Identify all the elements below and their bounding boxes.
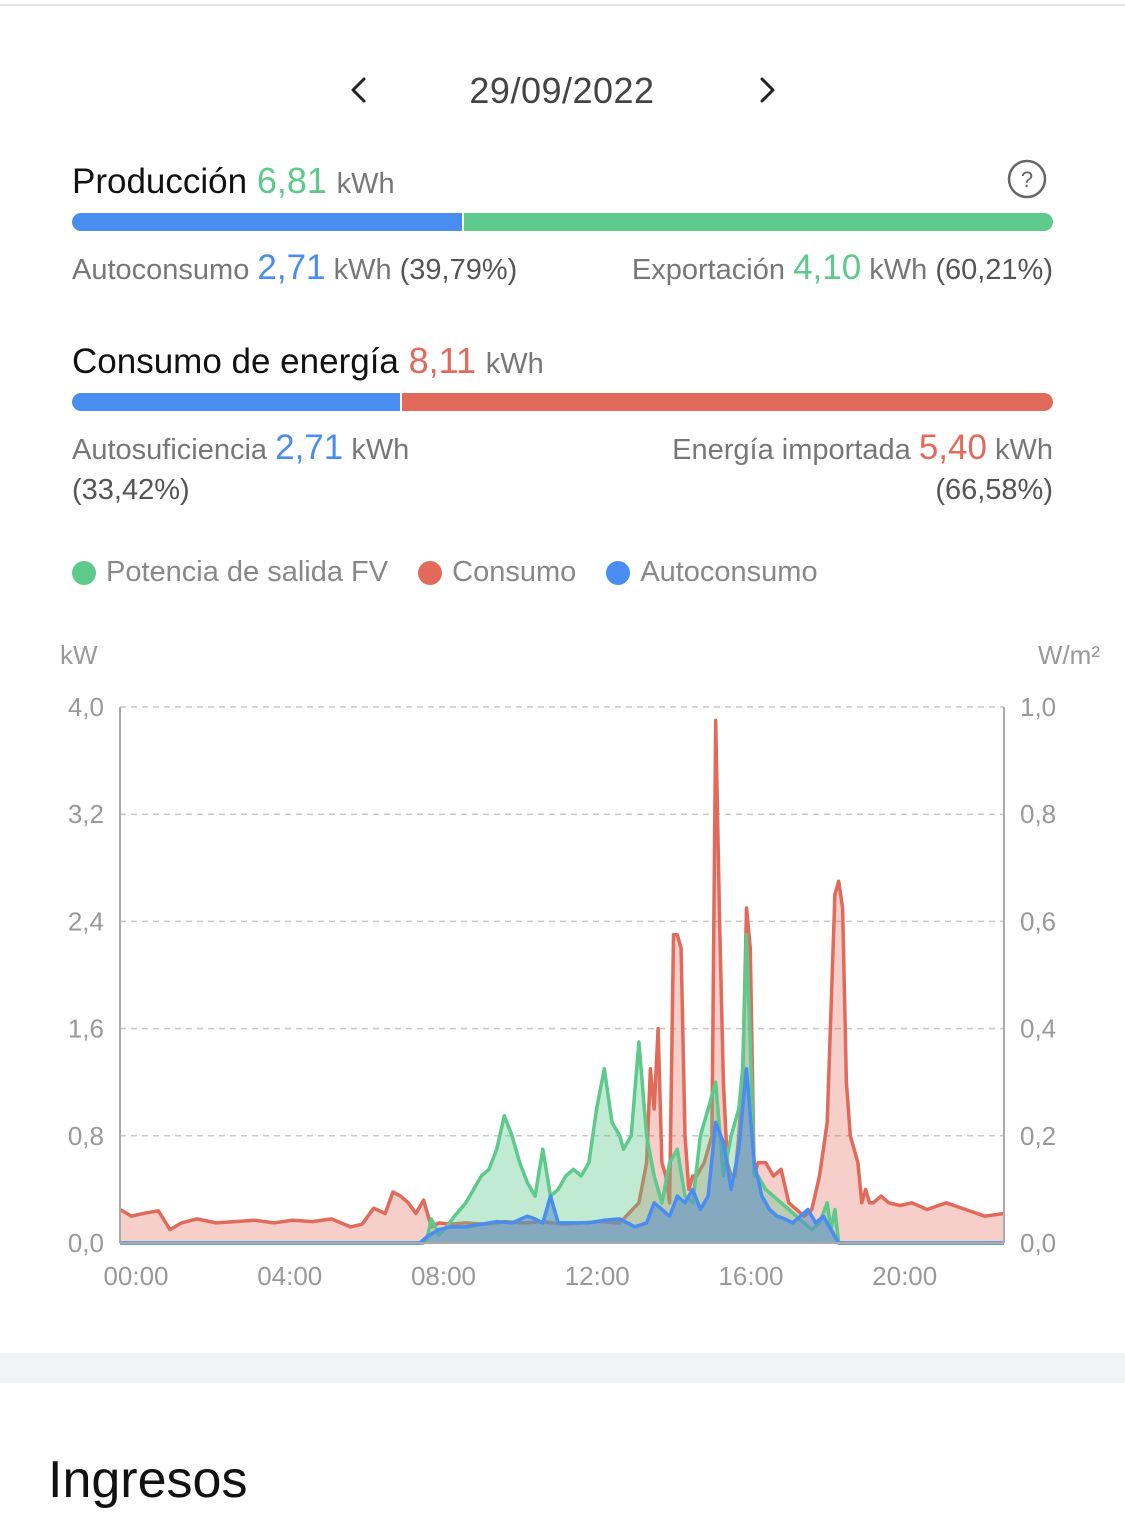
series-line-consumo: [119, 718, 1005, 1232]
legend-item-consumo[interactable]: Consumo: [418, 556, 576, 589]
chart-series: [119, 718, 1005, 1245]
importada-value: 5,40: [918, 428, 987, 467]
autosuficiencia-label: Autosuficiencia: [72, 434, 268, 466]
legend-item-autoconsumo[interactable]: Autoconsumo: [606, 556, 818, 589]
svg-text:?: ?: [1021, 167, 1033, 192]
exportacion-unit: kWh: [869, 254, 928, 286]
autosuficiencia-value: 2,71: [275, 428, 344, 467]
y2-tick-label: 1,0: [1020, 692, 1056, 722]
exportacion-value: 4,10: [793, 248, 862, 287]
importada-bar-segment: [401, 393, 1053, 411]
x-tick-label: 08:00: [411, 1261, 476, 1291]
selected-date[interactable]: 29/09/2022: [469, 70, 655, 111]
help-button[interactable]: ?: [1007, 159, 1047, 199]
legend-item-fv[interactable]: Potencia de salida FV: [72, 556, 388, 589]
autosuficiencia-bar-segment: [72, 393, 400, 411]
importada-label: Energía importada: [672, 434, 911, 466]
exportacion-bar-segment: [464, 213, 1053, 231]
series-area-potencia-de-salida-fv: [120, 934, 1004, 1243]
exportacion-stat: Exportación 4,10 kWh (60,21%): [632, 248, 1053, 288]
date-navigator: 29/09/2022: [0, 60, 1125, 120]
series-line-autoconsumo: [120, 1067, 1004, 1245]
exportacion-pct: (60,21%): [935, 254, 1053, 286]
y-tick-label: 1,6: [68, 1014, 104, 1044]
autoconsumo-pct: (39,79%): [399, 254, 518, 286]
chevron-left-icon: [351, 77, 366, 103]
top-divider: [0, 4, 1125, 6]
x-tick-label: 00:00: [103, 1261, 168, 1291]
y-tick-label: 0,0: [68, 1228, 104, 1258]
autoconsumo-unit: kWh: [333, 254, 392, 286]
legend-label-autoconsumo: Autoconsumo: [640, 556, 818, 588]
x-tick-label: 20:00: [872, 1261, 937, 1291]
produccion-split-bar: [72, 213, 1053, 231]
next-day-button[interactable]: [736, 60, 796, 120]
autoconsumo-stat: Autoconsumo 2,71 kWh (39,79%): [72, 248, 517, 288]
chevron-right-icon: [760, 77, 775, 103]
right-axis-unit: W/m²: [1038, 640, 1100, 670]
left-axis-unit: kW: [60, 640, 98, 670]
x-tick-label: 16:00: [718, 1261, 783, 1291]
autoconsumo-label: Autoconsumo: [72, 254, 250, 286]
produccion-heading: Producción 6,81 kWh: [72, 160, 395, 202]
legend-dot-fv: [72, 560, 96, 585]
consumo-label: Consumo de energía: [72, 342, 399, 381]
produccion-unit: kWh: [336, 168, 395, 200]
legend-dot-consumo: [418, 560, 443, 585]
y-tick-label: 4,0: [68, 692, 104, 722]
exportacion-label: Exportación: [631, 254, 786, 286]
autoconsumo-bar-segment: [72, 213, 463, 231]
importada-pct: (66,58%): [935, 474, 1053, 506]
y-tick-label: 2,4: [68, 906, 104, 936]
x-tick-label: 04:00: [257, 1261, 322, 1291]
consumo-split-bar: [72, 393, 1053, 411]
y-tick-label: 3,2: [68, 799, 104, 829]
consumo-value: 8,11: [408, 340, 477, 381]
power-chart[interactable]: 0,0 0,0 0,8 0,2 1,6 0,4 2,4 0,6 3,2 0,8 4,0 1,0 00:0…: [0, 630, 1125, 1320]
series-area-consumo: [120, 720, 1004, 1243]
legend-label-consumo: Consumo: [452, 556, 577, 588]
previous-day-button[interactable]: [330, 60, 390, 120]
legend-dot-autoconsumo: [606, 560, 631, 585]
y2-tick-label: 0,0: [1020, 1228, 1056, 1258]
y-tick-label: 0,8: [68, 1121, 104, 1151]
chart-legend: Potencia de salida FV Consumo Autoconsum…: [72, 556, 848, 589]
legend-label-fv: Potencia de salida FV: [106, 556, 389, 588]
autoconsumo-value: 2,71: [257, 248, 326, 287]
y2-tick-label: 0,6: [1020, 906, 1056, 936]
chart-grid: [120, 706, 1004, 1137]
autosuficiencia-pct: (33,42%): [72, 474, 190, 506]
consumo-unit: kWh: [485, 348, 544, 380]
x-tick-label: 12:00: [565, 1261, 630, 1291]
y2-tick-label: 0,4: [1020, 1014, 1056, 1044]
chart-axes: 0,0 0,0 0,8 0,2 1,6 0,4 2,4 0,6 3,2 0,8 4,0 1,0 00:0…: [68, 692, 1056, 1291]
y2-tick-label: 0,2: [1020, 1121, 1056, 1151]
question-icon: ?: [1007, 159, 1047, 199]
importada-stat: Energía importada 5,40 kWh: [672, 428, 1053, 468]
produccion-label: Producción: [72, 162, 248, 201]
autosuficiencia-stat: Autosuficiencia 2,71 kWh: [72, 428, 409, 468]
produccion-value: 6,81: [256, 160, 327, 201]
series-line-potencia-de-salida-fv: [120, 933, 1004, 1245]
ingresos-heading: Ingresos: [48, 1451, 248, 1509]
consumo-heading: Consumo de energía 8,11 kWh: [72, 340, 544, 382]
importada-unit: kWh: [995, 434, 1053, 466]
y2-tick-label: 0,8: [1020, 799, 1056, 829]
autosuficiencia-unit: kWh: [351, 434, 410, 466]
section-divider: [0, 1353, 1125, 1383]
